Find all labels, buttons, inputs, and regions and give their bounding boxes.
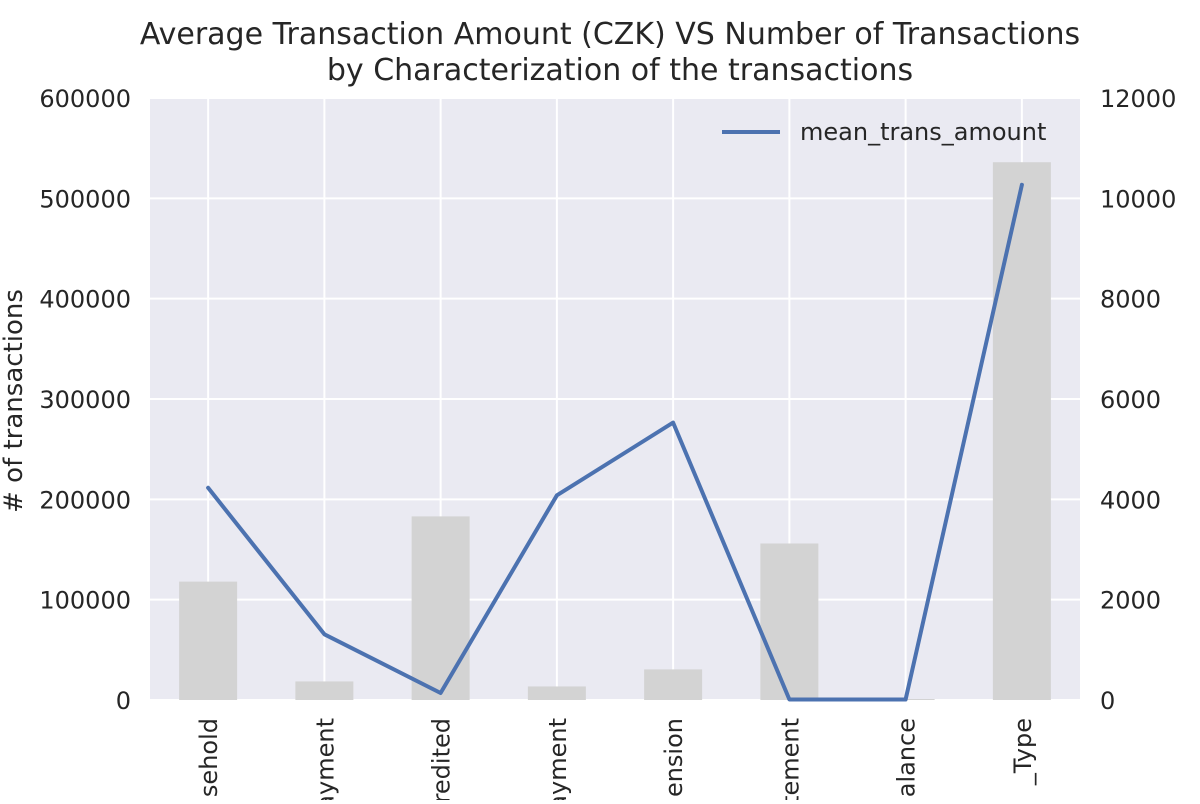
x-tick-label: tement bbox=[776, 718, 804, 800]
x-tick-label: _Type bbox=[1009, 718, 1037, 786]
y-tick-label-right: 6000 bbox=[1100, 386, 1161, 414]
y-tick-label-right: 12000 bbox=[1100, 85, 1176, 113]
bar bbox=[527, 686, 586, 700]
y-tick-label-left: 100000 bbox=[39, 587, 131, 615]
bar bbox=[760, 543, 819, 700]
y-tick-label-left: 200000 bbox=[39, 486, 131, 514]
x-axis-ticks: sehold ayment redited ayment ension tement ala… bbox=[195, 718, 1037, 804]
y-tick-label-left: 0 bbox=[116, 687, 131, 715]
y-tick-label-left: 500000 bbox=[39, 185, 131, 213]
legend: mean_trans_amount bbox=[722, 118, 1046, 146]
x-tick-label: ayment bbox=[544, 718, 572, 800]
chart-title: Average Transaction Amount (CZK) VS Numb… bbox=[140, 17, 1080, 52]
x-tick-label: sehold bbox=[195, 718, 223, 797]
y-tick-label-right: 0 bbox=[1100, 687, 1115, 715]
y-tick-label-left: 600000 bbox=[39, 85, 131, 113]
chart-subtitle: by Characterization of the transactions bbox=[327, 53, 913, 88]
bar bbox=[644, 669, 703, 700]
x-tick-label: ayment bbox=[311, 718, 339, 800]
bar bbox=[295, 681, 354, 700]
right-axis-ticks: 0 2000 4000 6000 8000 10000 12000 bbox=[1100, 85, 1176, 715]
left-axis-ticks: 0 100000 200000 300000 400000 500000 600000 bbox=[39, 85, 131, 715]
bars bbox=[179, 162, 1051, 701]
y-tick-label-left: 300000 bbox=[39, 386, 131, 414]
x-tick-label: alance bbox=[893, 718, 921, 797]
y-tick-label-right: 8000 bbox=[1100, 286, 1161, 314]
y-tick-label-left: 400000 bbox=[39, 286, 131, 314]
x-tick-label: ension bbox=[660, 718, 688, 797]
series-line-mean-trans-amount bbox=[206, 182, 1024, 702]
y-tick-label-right: 2000 bbox=[1100, 587, 1161, 615]
legend-label: mean_trans_amount bbox=[800, 118, 1046, 146]
line-series bbox=[206, 182, 1024, 702]
x-tick-label: redited bbox=[428, 718, 456, 800]
bar bbox=[992, 162, 1051, 701]
bar bbox=[411, 516, 470, 700]
y-tick-label-right: 10000 bbox=[1100, 185, 1176, 213]
y-axis-label-left: # of transactions bbox=[0, 289, 29, 513]
bar bbox=[179, 581, 238, 700]
y-tick-label-right: 4000 bbox=[1100, 486, 1161, 514]
